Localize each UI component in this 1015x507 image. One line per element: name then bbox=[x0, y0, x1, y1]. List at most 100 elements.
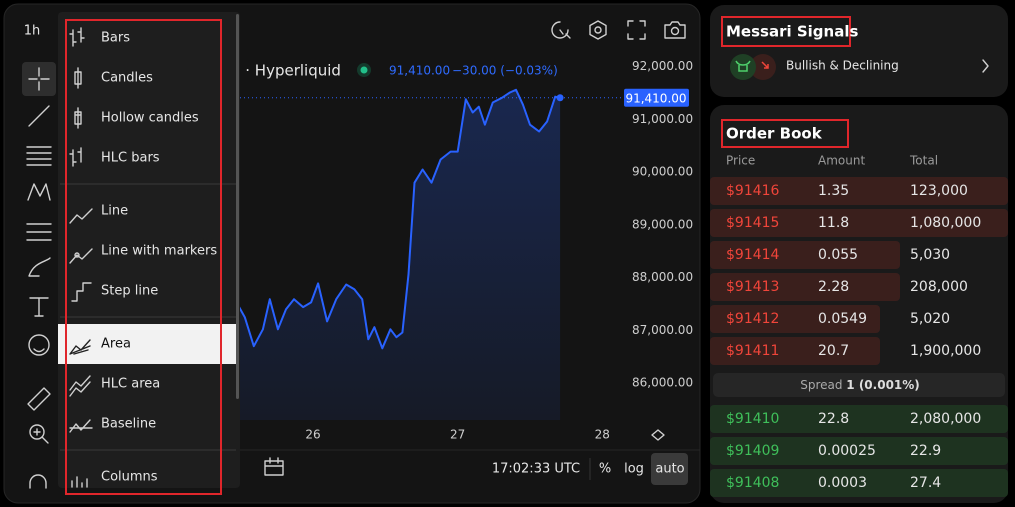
menu-item-icon bbox=[69, 147, 82, 167]
area-fill bbox=[237, 89, 561, 421]
ask-depth bbox=[710, 337, 880, 365]
order-price[interactable]: $91409 bbox=[726, 443, 779, 459]
spread-value: 1 (0.001%) bbox=[846, 378, 919, 392]
signal-bull-glyph bbox=[735, 60, 751, 72]
price-line bbox=[236, 88, 561, 350]
order-price[interactable]: $91415 bbox=[726, 215, 779, 231]
order-amount: 0.055 bbox=[818, 247, 858, 263]
text-tool[interactable] bbox=[29, 297, 49, 317]
order-total: 2,080,000 bbox=[910, 411, 981, 427]
menu-item-icon bbox=[71, 282, 92, 302]
highlight-box bbox=[65, 19, 222, 495]
order-total: 208,000 bbox=[910, 279, 968, 295]
goto-date-button[interactable] bbox=[264, 457, 284, 476]
signal-decline-icon bbox=[750, 54, 776, 80]
menu-item-icon bbox=[69, 339, 91, 355]
order-total: 22.9 bbox=[910, 443, 941, 459]
y-tick-label: 88,000.00 bbox=[632, 270, 693, 284]
prediction-tool[interactable] bbox=[26, 223, 52, 241]
order-amount: 2.28 bbox=[818, 279, 849, 295]
status-dot bbox=[360, 66, 368, 74]
auto-toggle[interactable]: auto bbox=[655, 462, 684, 477]
order-price[interactable]: $91412 bbox=[726, 311, 779, 327]
bid-depth bbox=[710, 469, 1008, 497]
y-tick-label: 89,000.00 bbox=[632, 217, 693, 231]
menu-item-icon bbox=[69, 375, 91, 397]
menu-item[interactable]: Baseline bbox=[101, 417, 156, 432]
ask-depth bbox=[710, 177, 1008, 205]
chart-panel-border bbox=[3, 3, 701, 504]
interval-button[interactable]: 1h bbox=[24, 24, 41, 39]
signals-title-box bbox=[721, 16, 851, 47]
signal-decline-arrow bbox=[761, 61, 769, 69]
menu-item[interactable]: Step line bbox=[101, 284, 158, 299]
snapshot-lens bbox=[670, 26, 680, 36]
log-toggle[interactable]: log bbox=[624, 462, 644, 477]
order-total: 123,000 bbox=[910, 183, 968, 199]
fib-tool[interactable] bbox=[26, 146, 52, 166]
emoji-tool[interactable] bbox=[28, 334, 50, 356]
bid-depth bbox=[710, 405, 1008, 433]
percent-toggle[interactable]: % bbox=[599, 462, 611, 477]
menu-item-icon bbox=[71, 476, 88, 488]
crosshair-icon bbox=[28, 67, 50, 91]
zoom-tool[interactable] bbox=[29, 424, 45, 440]
order-amount: 11.8 bbox=[818, 215, 849, 231]
spread-bar bbox=[713, 373, 1005, 397]
order-price[interactable]: $91410 bbox=[726, 411, 779, 427]
crosshair-tool[interactable] bbox=[22, 62, 56, 96]
signal-label[interactable]: Bullish & Declining bbox=[786, 59, 899, 73]
signals-title: Messari Signals bbox=[726, 23, 858, 41]
ruler-tool[interactable] bbox=[27, 387, 51, 411]
ask-depth bbox=[710, 305, 880, 333]
header-price: 91,410.00 bbox=[389, 64, 450, 78]
menu-item-icon bbox=[74, 107, 82, 129]
col-header: Amount bbox=[818, 154, 865, 168]
menu-item-icon bbox=[74, 67, 82, 89]
menu-item[interactable]: Line bbox=[101, 204, 128, 219]
bid-depth bbox=[710, 437, 1008, 465]
last-price-label: 91,410.00 bbox=[625, 91, 686, 105]
order-amount: 0.00025 bbox=[818, 443, 876, 459]
order-price[interactable]: $91413 bbox=[726, 279, 779, 295]
menu-item[interactable]: HLC area bbox=[101, 377, 160, 392]
menu-item[interactable]: Line with markers bbox=[101, 244, 217, 259]
settings-button[interactable] bbox=[589, 20, 607, 40]
ask-depth bbox=[710, 241, 900, 269]
x-tick-label: 27 bbox=[450, 428, 465, 442]
snapshot-button[interactable] bbox=[664, 21, 686, 39]
order-price[interactable]: $91414 bbox=[726, 247, 780, 263]
alert-button[interactable] bbox=[551, 21, 571, 39]
menu-item[interactable]: Columns bbox=[101, 470, 158, 485]
menu-item[interactable]: Area bbox=[101, 337, 131, 352]
pattern-tool[interactable] bbox=[27, 183, 51, 201]
menu-item[interactable]: HLC bars bbox=[101, 151, 160, 166]
trendline-tool[interactable] bbox=[28, 105, 50, 127]
order-amount: 0.0003 bbox=[818, 475, 867, 491]
order-price[interactable]: $91411 bbox=[726, 343, 779, 359]
order-total: 1,080,000 bbox=[910, 215, 981, 231]
ask-depth bbox=[710, 273, 900, 301]
x-tick-label: 28 bbox=[595, 428, 610, 442]
clock: 17:02:33 UTC bbox=[492, 462, 580, 477]
menu-item[interactable]: Candles bbox=[101, 71, 153, 86]
order-amount: 20.7 bbox=[818, 343, 849, 359]
order-price[interactable]: $91408 bbox=[726, 475, 779, 491]
y-tick-label: 87,000.00 bbox=[632, 323, 693, 337]
order-amount: 22.8 bbox=[818, 411, 849, 427]
emoji-smile bbox=[33, 348, 45, 353]
auto-toggle-bg[interactable] bbox=[651, 453, 688, 485]
fullscreen-button[interactable] bbox=[627, 20, 646, 40]
menu-item-icon bbox=[69, 27, 85, 47]
order-total: 5,030 bbox=[910, 247, 950, 263]
signal-chevron[interactable] bbox=[982, 59, 989, 73]
brush-tool[interactable] bbox=[28, 257, 51, 277]
magnet-tool[interactable] bbox=[29, 474, 47, 489]
y-tick-label: 86,000.00 bbox=[632, 376, 693, 390]
menu-item-selected bbox=[58, 324, 236, 364]
menu-item[interactable]: Bars bbox=[101, 31, 130, 46]
menu-item[interactable]: Hollow candles bbox=[101, 111, 199, 126]
order-price[interactable]: $91416 bbox=[726, 183, 780, 199]
order-total: 27.4 bbox=[910, 475, 941, 491]
axis-settings[interactable] bbox=[651, 429, 665, 441]
